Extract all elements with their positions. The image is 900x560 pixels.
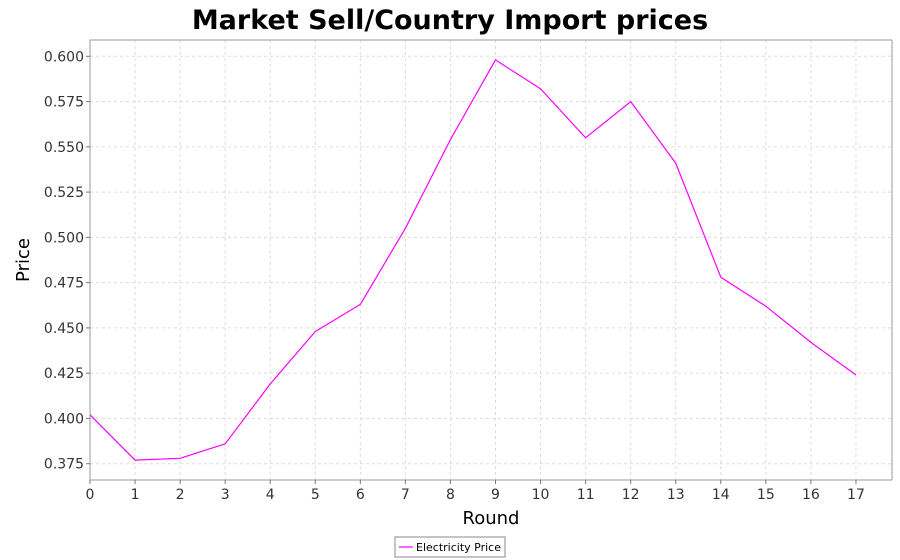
x-tick-label: 5 [311,487,320,503]
x-tick-label: 16 [802,487,820,503]
x-tick-label: 3 [221,487,230,503]
y-tick-label: 0.475 [44,276,84,292]
x-tick-label: 9 [491,487,500,503]
legend: Electricity Price [394,536,506,558]
y-tick-label: 0.575 [44,95,84,111]
y-tick-label: 0.525 [44,185,84,201]
x-axis-label: Round [463,508,520,529]
y-tick-label: 0.500 [44,230,84,246]
x-tick-label: 13 [667,487,685,503]
x-tick-label: 14 [712,487,730,503]
legend-label-electricity-price: Electricity Price [416,541,501,554]
x-tick-label: 0 [86,487,95,503]
x-tick-label: 17 [847,487,865,503]
y-tick-label: 0.550 [44,140,84,156]
x-tick-label: 2 [176,487,185,503]
x-tick-label: 10 [532,487,550,503]
y-tick-label: 0.425 [44,366,84,382]
y-axis-label: Price [13,238,34,282]
plot-frame [89,39,893,481]
chart-title: Market Sell/Country Import prices [192,5,708,36]
y-axis: 0.375 0.400 0.425 0.450 0.475 0.500 0.525 0.550… [44,49,90,473]
x-tick-label: 11 [577,487,595,503]
grid [89,40,892,480]
y-tick-label: 0.600 [44,49,84,65]
x-tick-label: 1 [131,487,140,503]
x-tick-label: 12 [622,487,640,503]
x-tick-label: 4 [266,487,275,503]
x-tick-label: 8 [446,487,455,503]
y-tick-label: 0.450 [44,321,84,337]
series-layer [89,59,857,461]
x-tick-label: 6 [356,487,365,503]
y-tick-label: 0.400 [44,411,84,427]
y-tick-label: 0.375 [44,457,84,473]
x-axis: 0 1 2 3 4 5 6 7 8 9 10 11 12 13 14 15 16 17 [86,480,865,503]
series-line-electricity-price [89,59,857,461]
x-tick-label: 15 [757,487,775,503]
x-tick-label: 7 [401,487,410,503]
legend-box [394,536,506,558]
